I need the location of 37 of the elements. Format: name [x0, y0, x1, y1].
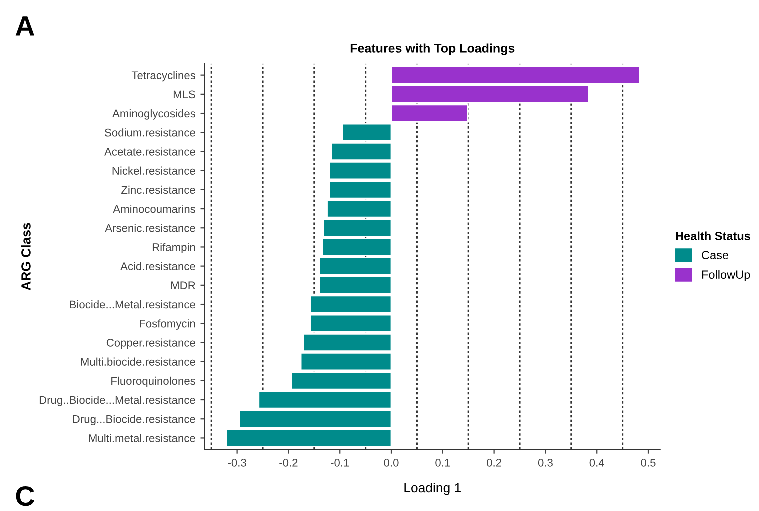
y-tick-label: Arsenic.resistance [105, 224, 196, 232]
y-tick-label: Copper.resistance [106, 338, 196, 350]
y-tick-label: Nickel.resistance [112, 166, 196, 175]
x-tick-label: 0.0 [384, 459, 399, 467]
y-tick-label: Fluoroquinolones [112, 376, 196, 388]
text: C [16, 486, 34, 506]
legend-label: Case [702, 251, 729, 260]
x-tick-label: 0.5 [641, 459, 656, 467]
x-tick-label: 0.4 [590, 459, 605, 467]
y-tick-label: Rifampin [152, 243, 196, 254]
y-tick-label: Fosfomycin [140, 320, 196, 330]
y-tick-label: Aminocoumarins [113, 205, 196, 214]
text: A [16, 16, 35, 36]
x-tick-label: 0.1 [436, 459, 450, 467]
x-tick-label: 0.2 [487, 459, 502, 467]
y-tick-label: MLS [174, 90, 196, 99]
y-axis-title: ARG Class [21, 223, 31, 291]
y-tick-label: Multi.biocide.resistance [81, 358, 196, 366]
x-tick-label: -0.3 [228, 459, 246, 467]
legend-label: FollowUp [702, 270, 750, 282]
x-tick-label: 0.3 [538, 459, 553, 467]
y-tick-label: Sodium.resistance [105, 128, 196, 137]
legend-title: Health Status [676, 232, 750, 240]
x-axis-title: Loading 1 [404, 482, 461, 496]
x-tick-label: -0.2 [280, 459, 298, 467]
y-tick-label: Drug..Biocide...Metal.resistance [40, 396, 196, 406]
chart-title: Features with Top Loadings [350, 44, 515, 56]
y-tick-label: Drug...Biocide.resistance [73, 415, 196, 426]
y-tick-label: Aminoglycosides [112, 110, 196, 120]
x-tick-label: -0.1 [331, 459, 350, 467]
y-tick-label: Acetate.resistance [104, 148, 196, 156]
y-tick-label: Biocide...Metal.resistance [70, 300, 196, 309]
y-tick-label: Tetracyclines [132, 71, 196, 82]
y-tick-label: Multi.metal.resistance [89, 434, 196, 442]
y-tick-label: Zinc.resistance [122, 186, 196, 194]
y-tick-label: MDR [172, 282, 196, 290]
y-tick-label: Acid.resistance [120, 262, 196, 270]
